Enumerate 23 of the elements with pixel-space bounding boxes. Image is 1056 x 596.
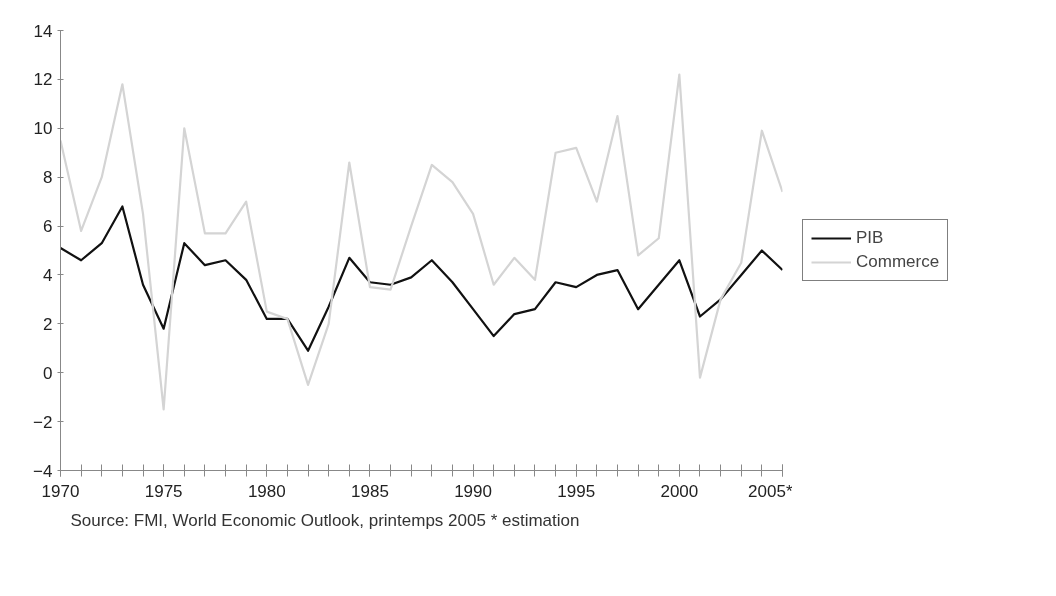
y-tick-label: 6 bbox=[43, 217, 53, 237]
y-tick-label: 8 bbox=[43, 168, 53, 188]
x-tick-label: 1995 bbox=[557, 481, 596, 501]
x-tick-label: 1970 bbox=[41, 481, 80, 501]
x-tick-label: 2000 bbox=[660, 481, 699, 501]
y-tick-label: −4 bbox=[33, 461, 53, 481]
y-tick-label: 0 bbox=[43, 363, 53, 383]
x-tick-label: 1985 bbox=[351, 481, 389, 501]
x-tick-label: 1990 bbox=[454, 481, 492, 501]
y-tick-label: 4 bbox=[43, 265, 53, 285]
source-note: Source: FMI, World Economic Outlook, printemps 2005 * estimation bbox=[70, 510, 580, 530]
line-series bbox=[60, 73, 783, 411]
x-tick-label: 1975 bbox=[144, 481, 183, 501]
x-tick-label: 1980 bbox=[247, 481, 286, 501]
y-tick-label: 12 bbox=[33, 70, 53, 90]
line-series bbox=[60, 205, 783, 352]
y-tick-label: −2 bbox=[33, 412, 53, 432]
y-tick-label: 14 bbox=[33, 21, 53, 41]
legend-label: PIB bbox=[856, 228, 884, 248]
y-tick-label: 2 bbox=[43, 314, 53, 334]
y-tick-label: 10 bbox=[33, 119, 53, 139]
legend-label: Commerce bbox=[856, 252, 940, 272]
x-tick-label: 2005* bbox=[748, 481, 793, 501]
